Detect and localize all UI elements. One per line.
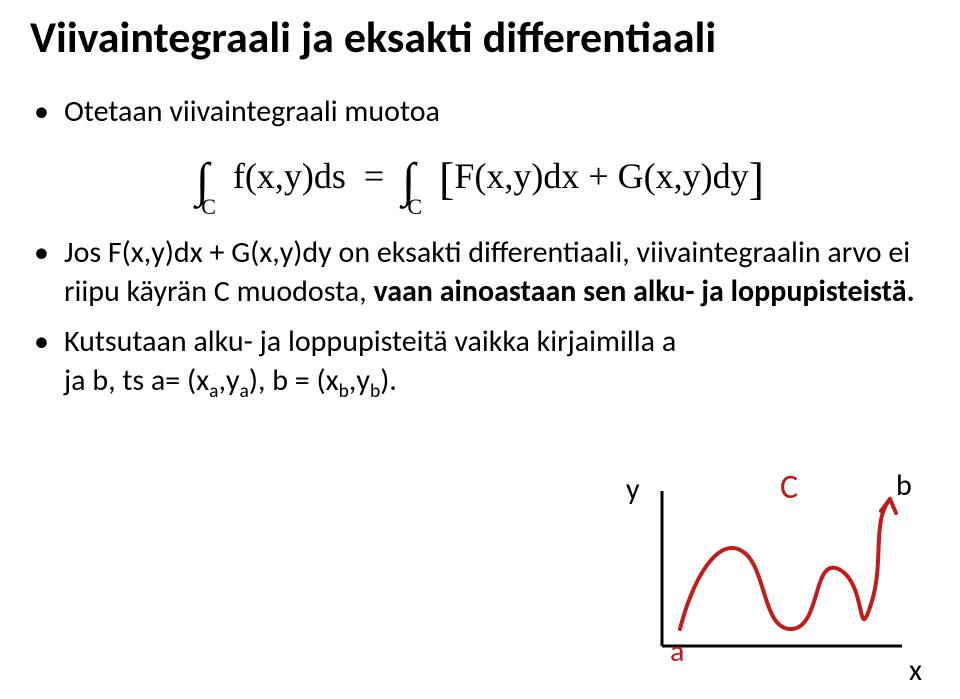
bullet-list-2: Jos F(x,y)dx + G(x,y)dy on eksakti diffe… (30, 233, 930, 406)
eq-lhs: f(x,y)ds (233, 156, 346, 196)
bullet-3-sub-a2: a (240, 379, 249, 403)
integral-sub-left: C (201, 194, 216, 219)
eq-rhs: F(x,y)dx + G(x,y)dy (454, 156, 748, 196)
slide-title: Viivaintegraali ja eksakti differentiaal… (30, 10, 930, 64)
c-label: C (780, 467, 798, 508)
b-label: b (896, 467, 912, 504)
bullet-3-sub-b2: b (370, 379, 380, 403)
bullet-list: Otetaan viivaintegraali muotoa (30, 92, 930, 132)
bullet-3-mid1: ,y (218, 362, 239, 399)
bullet-2: Jos F(x,y)dx + G(x,y)dy on eksakti diffe… (30, 233, 930, 312)
bullet-3-end: ). (380, 362, 397, 399)
eq-sign: = (364, 156, 384, 196)
bullet-3-mid2: ), b = (x (249, 362, 339, 399)
left-bracket: [ (439, 153, 454, 204)
right-bracket: ] (749, 153, 764, 204)
bullet-2-text-b: vaan ainoastaan sen alku- ja loppupistei… (373, 273, 914, 310)
curve-path (680, 499, 890, 629)
bullet-3: Kutsutaan alku- ja loppupisteitä vaikka … (30, 322, 704, 405)
bullet-3-mid3: ,y (349, 362, 370, 399)
y-axis-label: y (626, 471, 640, 508)
curve-arrow (881, 499, 896, 513)
x-axis-label: x (909, 652, 922, 689)
integral-sub-right: C (407, 194, 422, 219)
bullet-3-sub-b: b (339, 379, 349, 403)
equation: ∫C f(x,y)ds = ∫C [F(x,y)dx + G(x,y)dy] (30, 144, 930, 217)
curve-diagram: y x a b C (632, 481, 912, 681)
bullet-1: Otetaan viivaintegraali muotoa (30, 92, 930, 132)
bullet-1-text: Otetaan viivaintegraali muotoa (64, 93, 440, 130)
a-label: a (670, 633, 684, 670)
